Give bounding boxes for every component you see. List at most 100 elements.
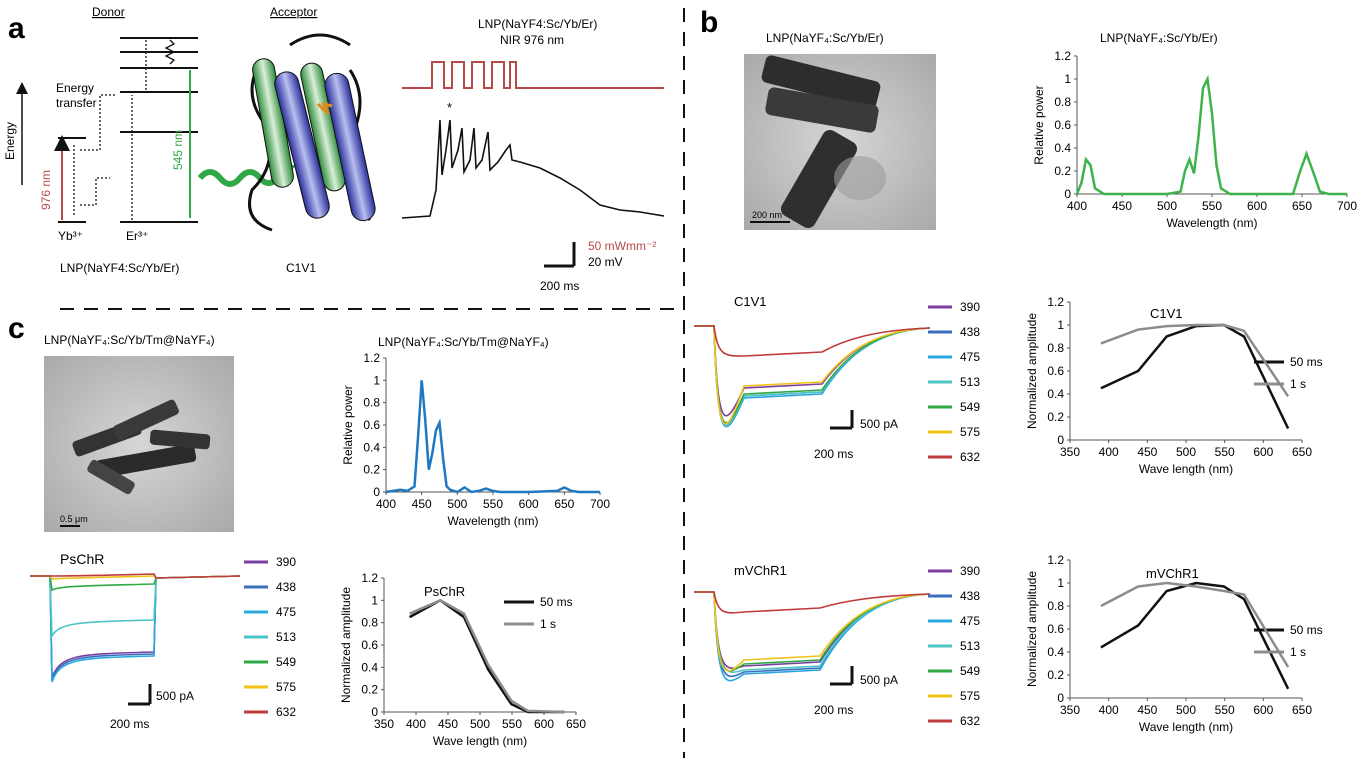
y-axis-label: Relative power (1032, 85, 1046, 164)
label-976nm: 976 nm (39, 170, 53, 210)
y-axis-label: Normalized amplitude (339, 587, 353, 703)
energy-transfer-label-1: Energy (56, 81, 94, 95)
energy-axis-label: Energy (3, 122, 17, 160)
y-tick-label: 0.4 (1047, 387, 1064, 401)
b-tem-scale: 200 nm (752, 210, 782, 220)
x-tick-label: 350 (1060, 703, 1080, 717)
y-tick-label: 0.2 (363, 463, 380, 477)
y-tick-label: 1 (371, 593, 378, 607)
b-emission-spectrum-chart: 0 0.2 0.4 0.6 0.8 1 1.2 400 450 500 550 600 650 700 Wa… (1032, 31, 1357, 230)
series-line (1100, 323, 1290, 430)
current-trace (694, 325, 931, 357)
legend-label: 390 (960, 564, 980, 578)
legend-label: 1 s (540, 617, 556, 631)
b-c1v1-scale-pa: 500 pA (860, 417, 898, 431)
chart-title: C1V1 (1150, 306, 1183, 321)
x-tick-label: 550 (1215, 703, 1235, 717)
b-mvchr1-current-traces (694, 591, 931, 682)
current-trace (30, 575, 241, 592)
x-axis-label: Wave length (nm) (433, 734, 527, 748)
c-emission-spectrum-chart: 0 0.2 0.4 0.6 0.8 1 1.2 400 450 500 550 600 650 700 Wa… (341, 335, 610, 528)
x-tick-label: 550 (1202, 199, 1222, 213)
energy-diagram: Donor Acceptor Energy 976 nm Energy tran… (3, 5, 317, 275)
legend-label: 549 (276, 655, 296, 669)
x-tick-label: 450 (412, 497, 432, 511)
series-line (1100, 581, 1290, 668)
c-scale-ms: 200 ms (110, 717, 149, 731)
y-tick-label: 0.2 (1047, 410, 1064, 424)
x-tick-label: 400 (1099, 703, 1119, 717)
b-mvchr1-scale-pa: 500 pA (860, 673, 898, 687)
y-tick-label: 0.8 (1047, 599, 1064, 613)
current-trace (694, 325, 931, 417)
c-pschr-trace-title: PsChR (60, 551, 104, 567)
x-tick-label: 600 (1253, 445, 1273, 459)
y-tick-label: 0.4 (1054, 141, 1071, 155)
x-tick-label: 600 (534, 717, 554, 731)
x-axis-label: Wavelength (nm) (1167, 216, 1258, 230)
current-trace (694, 591, 931, 672)
x-tick-label: 500 (470, 717, 490, 731)
y-axis-label: Relative power (341, 385, 355, 464)
y-tick-label: 0.6 (361, 638, 378, 652)
y-tick-label: 0.8 (363, 396, 380, 410)
y-axis-label: Normalized amplitude (1025, 571, 1039, 687)
y-tick-label: 0.8 (1047, 341, 1064, 355)
b-c1v1-amplitude-chart: 0 0.2 0.4 0.6 0.8 1 1.2 350 400 450 500 550 600 650 Wa… (1025, 295, 1323, 476)
x-tick-label: 400 (1067, 199, 1087, 213)
y-tick-label: 0 (1057, 433, 1064, 447)
legend-label: 475 (960, 350, 980, 364)
b-tem-title: LNP(NaYF₄:Sc/Yb/Er) (766, 31, 884, 45)
chart-title: LNP(NaYF₄:Sc/Yb/Tm@NaYF₄) (378, 335, 549, 349)
x-tick-label: 650 (554, 497, 574, 511)
b-mvchr1-scale-ms: 200 ms (814, 703, 853, 717)
x-tick-label: 650 (1292, 703, 1312, 717)
x-tick-label: 450 (1137, 703, 1157, 717)
series-line (1100, 323, 1290, 397)
b-c1v1-trace-title: C1V1 (734, 294, 767, 309)
y-tick-label: 1 (373, 373, 380, 387)
current-trace (30, 575, 241, 639)
legend-label: 438 (276, 580, 296, 594)
b-c1v1-wavelength-legend: 390 438 475 513 549 575 632 (928, 300, 980, 464)
y-tick-label: 1.2 (1054, 49, 1071, 63)
x-tick-label: 650 (1292, 445, 1312, 459)
x-tick-label: 550 (1215, 445, 1235, 459)
x-tick-label: 450 (1137, 445, 1157, 459)
current-trace (694, 591, 931, 672)
x-axis-label: Wave length (nm) (1139, 462, 1233, 476)
x-tick-label: 500 (1176, 445, 1196, 459)
donor-label: Donor (92, 5, 125, 19)
legend-label: 513 (960, 375, 980, 389)
scale-power-label: 50 mWmm⁻² (588, 239, 656, 253)
legend-label: 549 (960, 664, 980, 678)
nir-pulse-train (402, 61, 664, 89)
x-tick-label: 550 (483, 497, 503, 511)
legend-label: 575 (276, 680, 296, 694)
panel-label-b: b (700, 6, 718, 39)
legend-label: 632 (960, 714, 980, 728)
legend-label: 475 (276, 605, 296, 619)
current-trace (694, 325, 931, 426)
x-tick-label: 550 (502, 717, 522, 731)
scale-ms-label: 200 ms (540, 279, 579, 293)
legend-label: 390 (960, 300, 980, 314)
y-tick-label: 0 (371, 705, 378, 719)
c-tem-scale: 0.5 μm (60, 514, 88, 524)
current-trace (694, 325, 931, 426)
lnp-label-a: LNP(NaYF4:Sc/Yb/Er) (60, 261, 179, 275)
y-tick-label: 0.4 (363, 440, 380, 454)
y-tick-label: 0.6 (1047, 364, 1064, 378)
chart-title: mVChR1 (1146, 566, 1199, 581)
y-tick-label: 1 (1057, 576, 1064, 590)
x-tick-label: 400 (376, 497, 396, 511)
legend-label: 50 ms (1290, 355, 1323, 369)
series-line (385, 380, 600, 494)
legend-label: 1 s (1290, 645, 1306, 659)
b-c1v1-current-traces (694, 325, 931, 428)
b-mvchr1-amplitude-chart: 0 0.2 0.4 0.6 0.8 1 1.2 350 400 450 500 550 600 650 Wa… (1025, 553, 1323, 734)
series-line (1100, 581, 1290, 690)
c1v1-label-a: C1V1 (286, 261, 316, 275)
spike-asterisk: * (447, 100, 452, 115)
x-tick-label: 350 (1060, 445, 1080, 459)
